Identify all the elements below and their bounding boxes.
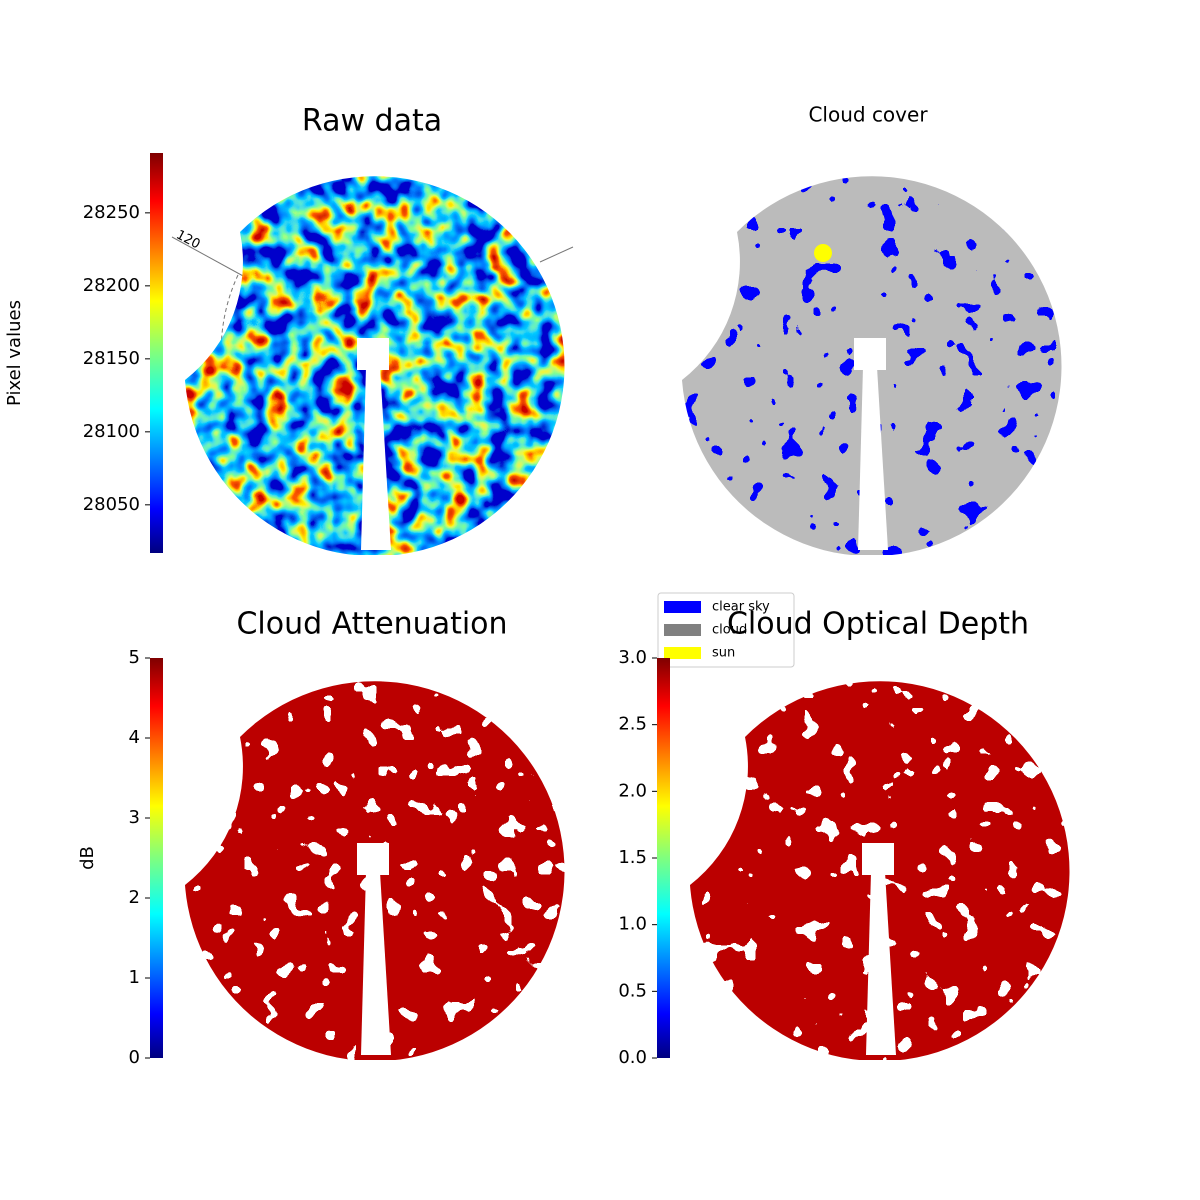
mask-square — [854, 338, 886, 370]
colorbar-tick-label: 0.0 — [618, 1047, 647, 1068]
colorbar-tick-label: 1.5 — [618, 847, 647, 868]
panel: Raw data 120 28050 28100 28150 28200 28250 Pixe… — [4, 104, 565, 555]
mask-square — [357, 843, 389, 875]
colorbar-tick-label: 4 — [129, 727, 140, 748]
panel: Cloud Attenuation 0 1 2 3 4 5 dB — [77, 607, 565, 1068]
colorbar-tick-label: 28200 — [83, 275, 140, 296]
panel-title: Cloud cover — [808, 103, 928, 127]
colorbar-label: Pixel values — [4, 300, 25, 406]
colorbar-tick-label: 1 — [129, 967, 140, 988]
mask-arm — [866, 872, 896, 1055]
panel: Cloud cover — [682, 103, 1062, 555]
colorbar — [657, 658, 670, 1058]
colorbar-tick-label: 28100 — [83, 421, 140, 442]
legend-swatch — [664, 647, 701, 659]
colorbar-label: dB — [77, 846, 98, 870]
colorbar — [150, 153, 163, 553]
colorbar-tick-label: 2 — [129, 887, 140, 908]
colorbar-tick-label: 28150 — [83, 348, 140, 369]
colorbar — [150, 658, 163, 1058]
mask-square — [862, 843, 894, 875]
panel: Cloud Optical Depth 0.0 0.5 1.0 1.5 2.0 2.5 3.0 — [618, 607, 1070, 1068]
mask-square — [357, 338, 389, 370]
colorbar-tick-label: 2.0 — [618, 780, 647, 801]
legend-swatch — [664, 601, 701, 613]
colorbar-tick-label: 1.0 — [618, 914, 647, 935]
polar-label: 120 — [174, 228, 203, 253]
colorbar-tick-label: 3.0 — [618, 647, 647, 668]
panel-title: Cloud Attenuation — [236, 607, 507, 642]
mask-arm — [361, 872, 391, 1055]
mask-arm — [361, 367, 391, 550]
colorbar-tick-label: 5 — [129, 647, 140, 668]
colorbar-tick-label: 0.5 — [618, 980, 647, 1001]
panel-title: Raw data — [302, 104, 442, 139]
legend: clear sky cloud sun — [657, 592, 795, 668]
colorbar-tick-label: 3 — [129, 807, 140, 828]
legend-label: sun — [712, 646, 735, 661]
colorbar-tick-label: 28250 — [83, 202, 140, 223]
legend-label: cloud — [712, 623, 747, 638]
colorbar-tick-label: 0 — [129, 1047, 140, 1068]
legend-label: clear sky — [712, 600, 770, 615]
panel-title: Cloud Optical Depth — [727, 607, 1029, 642]
legend-swatch — [664, 624, 701, 636]
colorbar-tick-label: 2.5 — [618, 714, 647, 735]
mask-arm — [858, 367, 888, 550]
sun-marker — [814, 244, 832, 262]
colorbar-tick-label: 28050 — [83, 494, 140, 515]
